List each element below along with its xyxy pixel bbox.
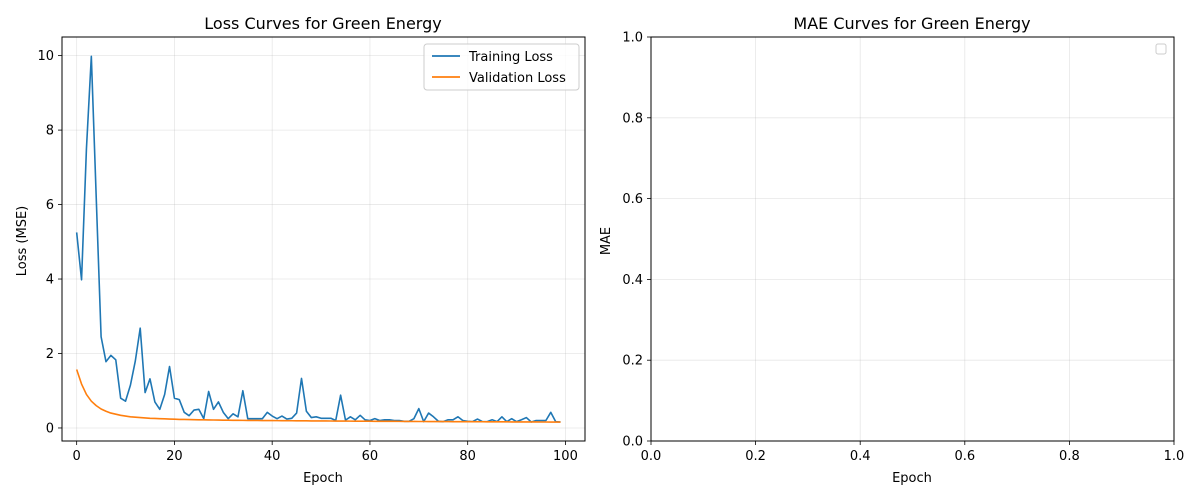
legend-box xyxy=(423,43,580,91)
mae-chart-ylabel: MAE xyxy=(599,227,614,255)
y-tick-label: 0.0 xyxy=(622,435,643,450)
y-tick-label: 1.0 xyxy=(622,31,643,46)
loss-chart-ylabel: Loss (MSE) xyxy=(15,206,30,276)
loss-chart-xlabel: Epoch xyxy=(303,471,343,486)
loss-chart-frame xyxy=(61,36,586,442)
y-tick-label: 0.6 xyxy=(622,192,643,207)
loss-chart-ticks: 0 20 40 60 80 100 0 2 4 6 8 10 xyxy=(37,49,577,464)
legend-label-training-loss: Training Loss xyxy=(468,50,553,65)
y-tick-label: 2 xyxy=(46,347,54,362)
y-tick-label: 4 xyxy=(46,273,54,288)
y-tick-label: 10 xyxy=(37,49,54,64)
mae-chart-frame xyxy=(650,36,1175,442)
mae-chart: MAE Curves for Green Energy Epoch MAE 0.… xyxy=(599,14,1184,486)
x-tick-label: 1.0 xyxy=(1164,449,1185,464)
mae-chart-title: MAE Curves for Green Energy xyxy=(793,14,1030,33)
x-tick-label: 0.0 xyxy=(641,449,662,464)
x-tick-label: 80 xyxy=(459,449,476,464)
mae-chart-ticks: 0.0 0.2 0.4 0.6 0.8 1.0 0.0 0.2 0.4 0.6 0.8 1.0 xyxy=(622,31,1184,465)
y-tick-label: 6 xyxy=(46,198,54,213)
series-line-training-loss xyxy=(75,55,561,423)
loss-chart-title: Loss Curves for Green Energy xyxy=(204,14,441,33)
loss-chart-grid xyxy=(62,37,585,441)
y-tick-label: 8 xyxy=(46,124,54,139)
y-tick-label: 0.8 xyxy=(622,111,643,126)
x-tick-label: 0.2 xyxy=(745,449,766,464)
x-tick-label: 0.4 xyxy=(850,449,871,464)
mae-chart-empty-legend xyxy=(1155,43,1167,55)
y-tick-label: 0.2 xyxy=(622,354,643,369)
loss-chart-legend: Training Loss Validation Loss xyxy=(423,43,580,91)
x-tick-label: 0 xyxy=(73,449,81,464)
y-tick-label: 0.4 xyxy=(622,273,643,288)
x-tick-label: 0.8 xyxy=(1059,449,1080,464)
legend-label-validation-loss: Validation Loss xyxy=(469,71,566,86)
series-line-validation-loss xyxy=(75,369,561,423)
mae-chart-xlabel: Epoch xyxy=(892,471,932,486)
x-tick-label: 0.6 xyxy=(954,449,975,464)
x-tick-label: 60 xyxy=(362,449,379,464)
x-tick-label: 20 xyxy=(166,449,183,464)
x-tick-label: 40 xyxy=(264,449,281,464)
loss-chart: Loss Curves for Green Energy Epoch Loss … xyxy=(15,14,586,486)
x-tick-label: 100 xyxy=(553,449,578,464)
y-tick-label: 0 xyxy=(46,421,54,436)
loss-chart-series xyxy=(75,55,561,423)
